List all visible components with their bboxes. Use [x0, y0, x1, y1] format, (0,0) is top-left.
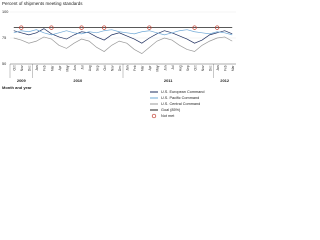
x-tick-label: Nov [111, 65, 115, 71]
not-met-marker [49, 25, 54, 30]
x-tick-label: Sep [95, 65, 99, 71]
x-tick-label: Mar [50, 65, 54, 71]
y-tick-label: 75 [2, 36, 6, 40]
series-line [13, 28, 233, 44]
not-met-marker [19, 25, 24, 30]
x-tick-label: Apr [148, 65, 152, 71]
chart: Percent of shipments meeting standards M… [2, 1, 236, 119]
x-tick-label: Jan [126, 65, 130, 70]
not-met-marker [147, 25, 152, 30]
legend-label: U.S. Pacific Command [161, 96, 199, 100]
legend-marker [151, 113, 157, 119]
x-axis-label: Month and year [2, 85, 32, 90]
not-met-marker [79, 25, 84, 30]
x-tick-label: Mar [231, 65, 235, 71]
y-tick-label: 50 [2, 62, 6, 66]
x-tick-label: Aug [88, 65, 92, 71]
x-tick-label: Jul [80, 65, 84, 69]
x-tick-label: Oct [193, 65, 197, 70]
x-tick-label: Aug [178, 65, 182, 71]
x-tick-label: Jan [216, 65, 220, 70]
x-tick-label: Jul [171, 65, 175, 69]
x-tick-label: Dec [118, 65, 122, 71]
x-tick-label: Apr [58, 65, 62, 71]
series-line [13, 29, 233, 36]
x-tick-label: Sep [186, 65, 190, 71]
x-tick-label: Jan [35, 65, 39, 70]
chart-title: Percent of shipments meeting standards [2, 1, 83, 6]
x-tick-label: Oct [13, 65, 17, 70]
x-tick-label: Oct [103, 65, 107, 70]
year-label: 2012 [220, 78, 230, 83]
not-met-marker [102, 25, 107, 30]
y-tick-label: 100 [2, 10, 8, 14]
x-tick-label: Feb [43, 65, 47, 71]
legend-label: Goal (85%) [161, 108, 181, 112]
x-tick-label: Dec [208, 65, 212, 71]
x-tick-label: Feb [133, 65, 137, 71]
x-tick-label: May [156, 65, 160, 71]
year-label: 2010 [73, 78, 83, 83]
x-tick-label: Feb [224, 65, 228, 71]
x-tick-label: Nov [20, 65, 24, 71]
x-tick-label: Mar [141, 65, 145, 71]
x-tick-label: Jun [73, 65, 77, 70]
year-label: 2009 [17, 78, 27, 83]
legend-label: Not met [161, 114, 175, 118]
x-tick-label: Jun [163, 65, 167, 70]
not-met-marker [192, 25, 197, 30]
legend-label: U.S. European Command [161, 90, 204, 94]
not-met-marker [215, 25, 220, 30]
legend-label: U.S. Central Command [161, 102, 200, 106]
x-tick-label: Dec [28, 65, 32, 71]
series-line [13, 36, 233, 55]
x-tick-label: May [65, 65, 69, 71]
year-label: 2011 [164, 78, 173, 83]
x-tick-label: Nov [201, 65, 205, 71]
